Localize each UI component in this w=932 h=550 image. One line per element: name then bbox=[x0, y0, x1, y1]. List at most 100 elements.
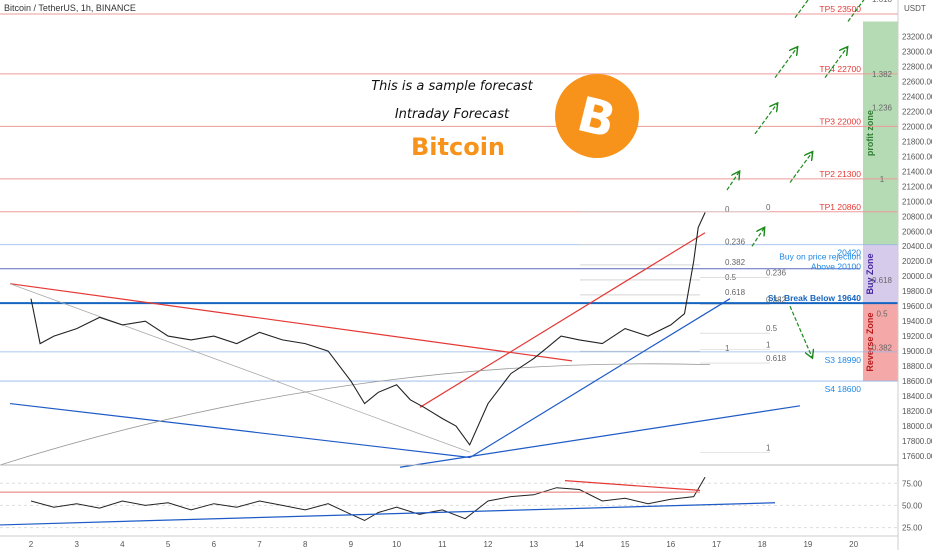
trend-lines bbox=[0, 232, 801, 468]
x-tick-label: 18 bbox=[758, 540, 767, 549]
y-tick-label: 19400.00 bbox=[902, 317, 932, 326]
y-tick-label: 19200.00 bbox=[902, 332, 932, 341]
fib-label: 0.236 bbox=[725, 238, 746, 247]
x-tick-label: 8 bbox=[303, 540, 308, 549]
x-tick-label: 12 bbox=[484, 540, 493, 549]
osc-tick-label: 25.00 bbox=[902, 524, 923, 533]
fib-label: 0.382 bbox=[766, 296, 787, 305]
y-tick-label: 17600.00 bbox=[902, 452, 932, 461]
y-tick-label: 19800.00 bbox=[902, 287, 932, 296]
forecast-arrow bbox=[794, 0, 809, 19]
osc-trend-line bbox=[0, 502, 776, 526]
x-tick-label: 15 bbox=[621, 540, 630, 549]
x-tick-label: 16 bbox=[666, 540, 675, 549]
x-tick-label: 3 bbox=[74, 540, 79, 549]
y-tick-label: 18200.00 bbox=[902, 407, 932, 416]
forecast-arrow bbox=[824, 48, 847, 79]
fib-ext-label: 1.382 bbox=[872, 70, 893, 79]
bitcoin-logo-icon: B bbox=[555, 74, 639, 158]
trend-line-blue bbox=[399, 405, 801, 468]
forecast-arrow bbox=[726, 172, 739, 191]
fib-ext-label: 0.618 bbox=[872, 276, 893, 285]
tp-label: TP4 22700 bbox=[819, 64, 861, 74]
y-tick-label: 20400.00 bbox=[902, 242, 932, 251]
trend-line-gray bbox=[9, 283, 471, 453]
y-tick-label: 18400.00 bbox=[902, 392, 932, 401]
fib-label: 0.5 bbox=[766, 324, 778, 333]
fib-ext-label: 0.382 bbox=[872, 343, 893, 352]
trend-line-blue bbox=[9, 402, 471, 459]
currency-label: USDT bbox=[904, 4, 926, 13]
x-tick-label: 11 bbox=[438, 540, 447, 549]
fib-label: 0.618 bbox=[725, 288, 746, 297]
x-tick-label: 5 bbox=[166, 540, 171, 549]
x-tick-label: 17 bbox=[712, 540, 721, 549]
fib-levels: 0 0.236 0.382 0.5 0.618 1 0 0.236 0.382 0.5 1 0.618… bbox=[580, 0, 893, 453]
forecast-arrow bbox=[754, 104, 777, 135]
forecast-arrow bbox=[789, 153, 812, 183]
y-tick-label: 20000.00 bbox=[902, 272, 932, 281]
fib-label: 0 bbox=[766, 203, 771, 212]
support-label: 20420 bbox=[837, 248, 861, 258]
annotation-sample: This is a sample forecast bbox=[371, 79, 533, 94]
support-label: S4 18600 bbox=[825, 384, 862, 394]
osc-trend-line bbox=[564, 480, 701, 491]
zone-band bbox=[863, 244, 898, 304]
x-tick-label: 13 bbox=[529, 540, 538, 549]
osc-tick-label: 50.00 bbox=[902, 501, 923, 510]
x-tick-label: 7 bbox=[257, 540, 262, 549]
osc-tick-label: 75.00 bbox=[902, 479, 923, 488]
sl-label: SL: Break Below 19640 bbox=[768, 293, 861, 303]
x-tick-label: 19 bbox=[803, 540, 812, 549]
oscillator-line bbox=[30, 476, 706, 522]
y-tick-label: 22600.00 bbox=[902, 77, 932, 86]
y-tick-label: 21600.00 bbox=[902, 152, 932, 161]
forecast-arrow bbox=[751, 228, 764, 247]
y-tick-label: 20200.00 bbox=[902, 257, 932, 266]
x-tick-label: 6 bbox=[212, 540, 217, 549]
zones: profit zone Buy Zone Reverse Zone bbox=[863, 21, 898, 382]
price-series bbox=[30, 212, 706, 446]
fib-ext-label: 1 bbox=[880, 175, 885, 184]
tp-label: TP1 20860 bbox=[819, 202, 861, 212]
trend-line-blue bbox=[469, 298, 731, 459]
levels: TP5 23500 TP4 22700 TP3 22000 TP2 21300 TP1 … bbox=[0, 4, 898, 394]
forecast-arrow bbox=[789, 305, 812, 357]
y-tick-label: 20600.00 bbox=[902, 227, 932, 236]
y-tick-label: 22200.00 bbox=[902, 107, 932, 116]
annotation-bitcoin: Bitcoin bbox=[411, 133, 505, 161]
fib-ext-label: 0.5 bbox=[876, 310, 888, 319]
price-axis: 23200.00 23000.00 22800.00 22600.00 22400.00… bbox=[897, 0, 932, 550]
fib-label: 1 bbox=[766, 443, 771, 452]
fib-ext-label: 1.236 bbox=[872, 104, 893, 113]
zone-label: Reverse Zone bbox=[865, 313, 875, 372]
fib-label: 0.236 bbox=[766, 269, 787, 278]
y-tick-label: 23000.00 bbox=[902, 47, 932, 56]
tp-label: TP2 21300 bbox=[819, 169, 861, 179]
tp-label: TP3 22000 bbox=[819, 116, 861, 126]
fib-label: 1 bbox=[725, 344, 730, 353]
zone-label: profit zone bbox=[865, 110, 875, 156]
y-tick-label: 18800.00 bbox=[902, 362, 932, 371]
buy-note-line1: Buy on price rejection bbox=[779, 252, 861, 262]
x-tick-label: 20 bbox=[849, 540, 858, 549]
forecast-arrow bbox=[774, 48, 797, 79]
chart-title: Bitcoin / TetherUS, 1h, BINANCE bbox=[4, 3, 136, 13]
y-tick-label: 19600.00 bbox=[902, 302, 932, 311]
y-tick-label: 23200.00 bbox=[902, 32, 932, 41]
forecast-arrows bbox=[726, 0, 870, 357]
trend-line-red bbox=[9, 283, 573, 362]
y-tick-label: 21800.00 bbox=[902, 137, 932, 146]
fib-label: 1 bbox=[766, 341, 771, 350]
tp-label: TP5 23500 bbox=[819, 4, 861, 14]
zone-band bbox=[863, 21, 898, 245]
x-tick-label: 14 bbox=[575, 540, 584, 549]
trend-line-red bbox=[419, 232, 706, 408]
moving-average bbox=[0, 363, 711, 466]
y-tick-label: 21200.00 bbox=[902, 182, 932, 191]
y-tick-label: 22800.00 bbox=[902, 62, 932, 71]
y-tick-label: 20800.00 bbox=[902, 212, 932, 221]
buy-note-line2: Above 20100 bbox=[811, 262, 861, 272]
y-tick-label: 22400.00 bbox=[902, 92, 932, 101]
